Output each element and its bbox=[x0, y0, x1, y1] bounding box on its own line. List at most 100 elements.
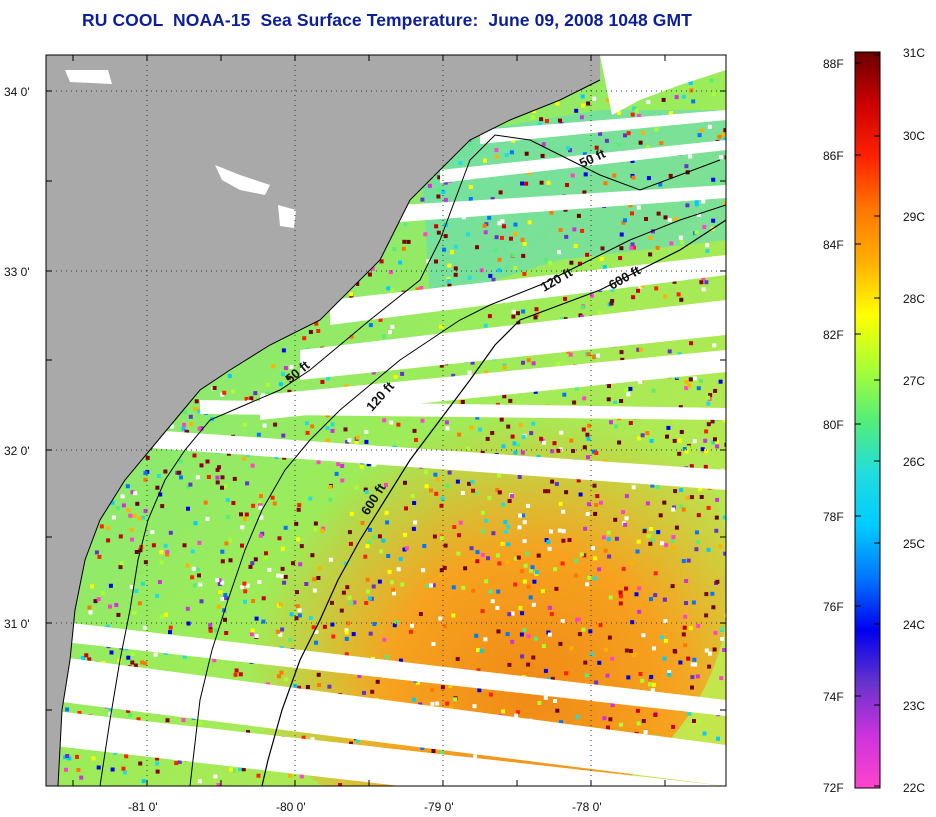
sst-pixel bbox=[343, 427, 348, 432]
sst-pixel bbox=[530, 565, 535, 570]
sst-pixel bbox=[213, 774, 218, 779]
sst-pixel bbox=[191, 566, 196, 571]
sst-pixel bbox=[547, 632, 552, 637]
sst-pixel bbox=[701, 287, 706, 292]
sst-pixel bbox=[667, 672, 672, 677]
sst-pixel bbox=[704, 592, 709, 597]
sst-pixel bbox=[673, 489, 678, 494]
sst-pixel bbox=[276, 674, 281, 679]
sst-pixel bbox=[408, 629, 413, 634]
sst-pixel bbox=[610, 299, 615, 303]
sst-pixel bbox=[714, 528, 719, 533]
sst-pixel bbox=[143, 560, 148, 565]
sst-pixel bbox=[503, 529, 508, 534]
sst-pixel bbox=[572, 227, 577, 232]
sst-pixel bbox=[711, 218, 716, 223]
sst-pixel bbox=[688, 377, 693, 382]
sst-pixel bbox=[610, 656, 615, 661]
sst-pixel bbox=[453, 244, 458, 249]
sst-pixel bbox=[696, 623, 701, 628]
sst-pixel bbox=[696, 719, 701, 724]
sst-pixel bbox=[599, 257, 604, 261]
sst-pixel bbox=[684, 380, 689, 385]
sst-pixel bbox=[134, 550, 139, 554]
sst-pixel bbox=[677, 451, 682, 456]
sst-pixel bbox=[392, 623, 397, 628]
sst-pixel bbox=[310, 553, 315, 558]
sst-pixel bbox=[349, 294, 354, 299]
sst-pixel bbox=[500, 235, 504, 240]
sst-pixel bbox=[717, 134, 722, 139]
sst-pixel bbox=[393, 374, 398, 379]
sst-pixel bbox=[302, 336, 307, 341]
sst-pixel bbox=[711, 605, 716, 610]
sst-pixel bbox=[384, 510, 389, 515]
sst-pixel bbox=[280, 546, 285, 551]
sst-pixel bbox=[223, 593, 228, 597]
sst-pixel bbox=[296, 537, 301, 542]
sst-pixel bbox=[702, 731, 707, 736]
sst-pixel bbox=[475, 415, 480, 420]
sst-pixel bbox=[526, 584, 531, 589]
sst-pixel bbox=[288, 773, 292, 778]
sst-pixel bbox=[67, 756, 72, 761]
sst-pixel bbox=[579, 552, 584, 557]
sst-pixel bbox=[520, 237, 525, 242]
sst-pixel bbox=[573, 244, 578, 248]
sst-pixel bbox=[240, 543, 244, 548]
sst-pixel bbox=[483, 323, 488, 328]
sst-pixel bbox=[677, 438, 682, 443]
sst-pixel bbox=[447, 283, 452, 288]
sst-pixel bbox=[130, 652, 135, 656]
sst-pixel bbox=[516, 555, 521, 560]
sst-pixel bbox=[169, 424, 174, 429]
sst-pixel bbox=[670, 538, 675, 543]
sst-pixel bbox=[589, 652, 594, 657]
sst-pixel bbox=[450, 250, 454, 255]
sst-pixel bbox=[377, 579, 382, 584]
sst-pixel bbox=[430, 687, 435, 692]
sst-pixel bbox=[111, 515, 116, 520]
sst-pixel bbox=[695, 674, 700, 679]
sst-pixel bbox=[388, 330, 392, 335]
sst-pixel bbox=[473, 754, 477, 759]
sst-pixel bbox=[651, 646, 656, 651]
sst-pixel bbox=[706, 505, 711, 510]
sst-pixel bbox=[487, 215, 492, 220]
sst-pixel bbox=[434, 259, 438, 264]
sst-pixel bbox=[624, 586, 628, 591]
sst-pixel bbox=[501, 444, 506, 449]
sst-pixel bbox=[592, 576, 597, 581]
sst-pixel bbox=[242, 517, 247, 521]
sst-pixel bbox=[438, 616, 443, 621]
sst-pixel bbox=[281, 348, 286, 353]
sst-pixel bbox=[220, 597, 225, 602]
sst-pixel bbox=[709, 78, 714, 83]
sst-pixel bbox=[662, 500, 667, 505]
sst-pixel bbox=[560, 619, 565, 624]
sst-pixel bbox=[623, 218, 627, 223]
sst-pixel bbox=[523, 563, 528, 568]
sst-pixel bbox=[573, 573, 578, 578]
sst-pixel bbox=[132, 610, 137, 615]
sst-pixel bbox=[212, 386, 217, 390]
sst-pixel bbox=[155, 761, 160, 766]
sst-pixel bbox=[320, 528, 325, 533]
sst-pixel bbox=[396, 567, 401, 572]
lat-label-34: 34 0' bbox=[4, 85, 30, 99]
sst-pixel bbox=[231, 389, 236, 394]
sst-pixel bbox=[344, 630, 349, 635]
sst-pixel bbox=[354, 439, 359, 444]
sst-pixel bbox=[497, 490, 502, 495]
sst-pixel bbox=[647, 682, 652, 687]
sst-pixel bbox=[550, 479, 555, 484]
sst-pixel bbox=[305, 685, 310, 689]
sst-pixel bbox=[681, 632, 686, 637]
sst-pixel bbox=[443, 180, 448, 185]
sst-pixel bbox=[448, 703, 453, 708]
sst-pixel bbox=[630, 560, 634, 565]
sst-pixel bbox=[384, 655, 389, 659]
sst-pixel bbox=[638, 284, 643, 289]
sst-pixel bbox=[541, 440, 546, 445]
sst-pixel bbox=[451, 373, 456, 378]
